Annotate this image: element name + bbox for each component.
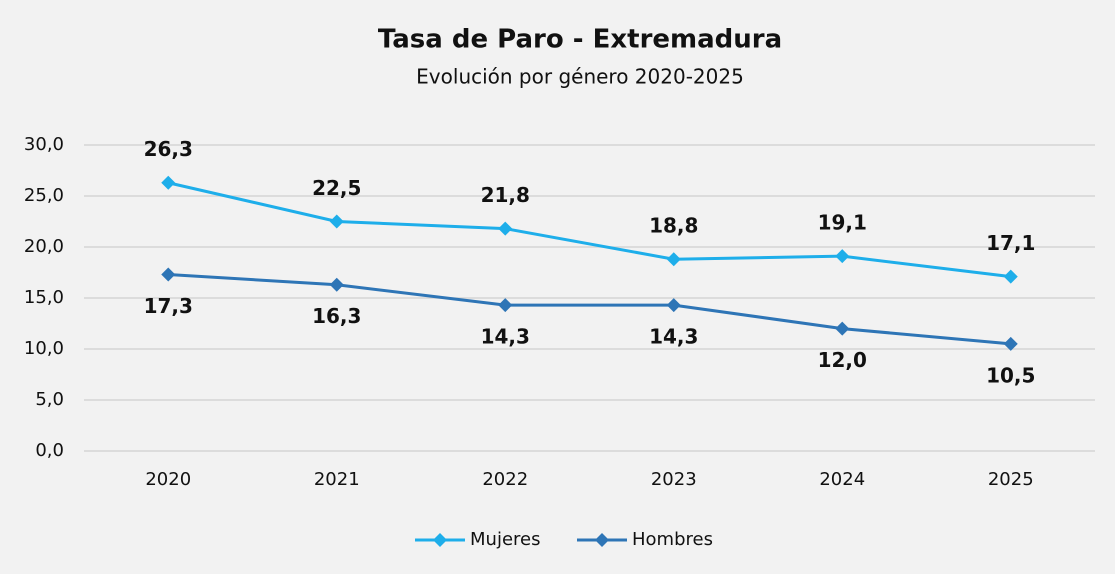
x-tick-label: 2024 (819, 469, 865, 490)
data-label: 10,5 (986, 363, 1035, 387)
marker (329, 277, 344, 292)
marker (1003, 336, 1018, 351)
marker (161, 175, 176, 190)
data-label: 17,1 (986, 231, 1035, 255)
y-tick-label: 30,0 (24, 134, 64, 155)
y-tick-label: 20,0 (24, 236, 64, 257)
data-label: 12,0 (818, 348, 867, 372)
marker (498, 298, 513, 313)
marker (1003, 269, 1018, 284)
x-tick-label: 2021 (314, 469, 360, 490)
data-label: 19,1 (818, 211, 867, 235)
y-tick-label: 0,0 (35, 440, 64, 461)
marker (329, 214, 344, 229)
legend-label: Hombres (632, 529, 713, 550)
legend-label: Mujeres (470, 529, 540, 550)
data-label: 14,3 (481, 325, 530, 349)
data-label: 18,8 (649, 214, 698, 238)
legend-marker (595, 533, 609, 547)
marker (498, 221, 513, 236)
data-label: 14,3 (649, 325, 698, 349)
y-tick-label: 5,0 (35, 389, 64, 410)
data-label: 21,8 (481, 183, 530, 207)
x-tick-label: 2022 (482, 469, 528, 490)
data-label: 17,3 (144, 294, 193, 318)
marker (666, 252, 681, 267)
x-tick-label: 2025 (988, 469, 1034, 490)
data-label: 26,3 (144, 137, 193, 161)
x-tick-label: 2023 (651, 469, 697, 490)
chart-title: Tasa de Paro - Extremadura (378, 25, 782, 55)
chart-subtitle: Evolución por género 2020-2025 (416, 65, 744, 89)
line (167, 181, 1011, 279)
data-label: 16,3 (312, 304, 361, 328)
y-tick-label: 15,0 (24, 287, 64, 308)
marker (835, 321, 850, 336)
y-tick-label: 25,0 (24, 185, 64, 206)
legend-marker (433, 533, 447, 547)
x-tick-label: 2020 (145, 469, 191, 490)
line (168, 273, 1011, 346)
marker (666, 298, 681, 313)
marker (161, 267, 176, 282)
marker (835, 249, 850, 264)
y-tick-label: 10,0 (24, 338, 64, 359)
data-label: 22,5 (312, 176, 361, 200)
